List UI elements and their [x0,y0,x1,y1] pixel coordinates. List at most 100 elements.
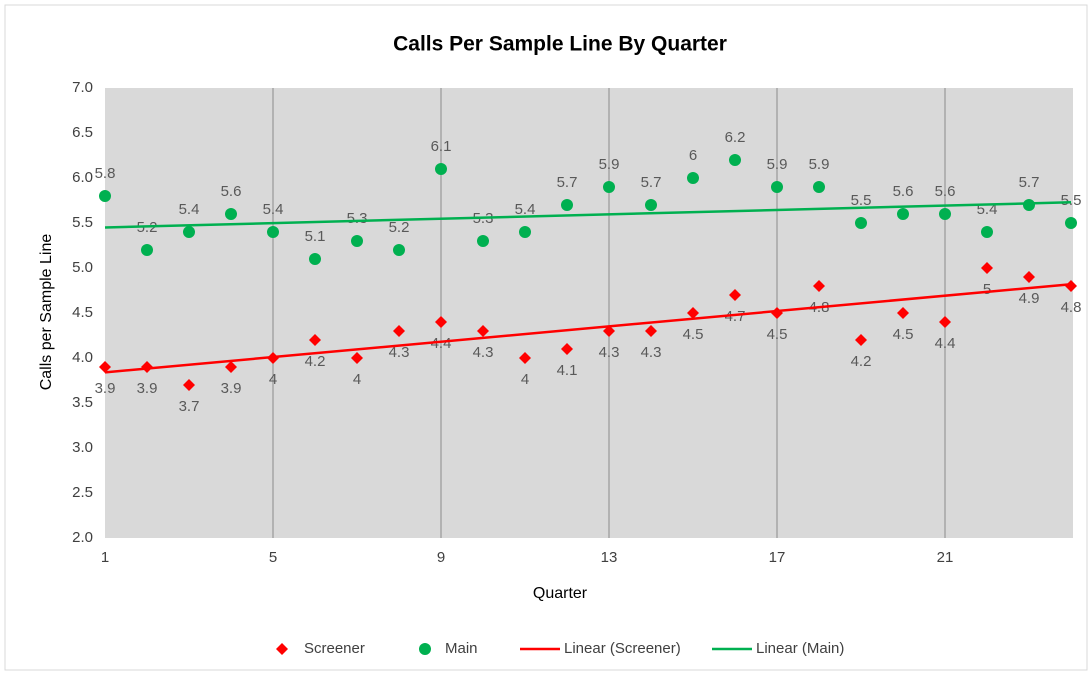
main-point [855,217,867,229]
main-point [141,244,153,256]
screener-point [939,316,951,328]
x-tick-label: 5 [269,549,277,566]
x-tick-label: 21 [937,549,954,566]
main-point [939,208,951,220]
main-point [1065,217,1077,229]
data-label: 4.4 [431,335,452,352]
data-label: 5.6 [893,183,914,200]
data-label: 5.2 [389,219,410,236]
screener-point [393,325,405,337]
data-label: 4 [353,371,361,388]
y-tick-label: 2.0 [72,529,93,546]
screener-point [645,325,657,337]
data-label: 4.3 [473,344,494,361]
data-label: 4.3 [599,344,620,361]
y-tick-label: 2.5 [72,484,93,501]
data-label: 6 [689,147,697,164]
data-label: 4.5 [893,326,914,343]
data-label: 4.5 [767,326,788,343]
main-point [561,199,573,211]
y-tick-label: 5.5 [72,214,93,231]
data-label: 5.3 [347,210,368,227]
screener-point [897,307,909,319]
chart-title: Calls Per Sample Line By Quarter [393,33,727,56]
y-axis-label: Calls per Sample Line [38,234,55,391]
main-point [771,181,783,193]
data-label: 4.5 [683,326,704,343]
data-label: 5.7 [641,174,662,191]
data-label: 6.2 [725,129,746,146]
main-point [519,226,531,238]
data-label: 5.7 [1019,174,1040,191]
screener-point [729,289,741,301]
legend-label: Screener [304,640,365,657]
screener-point [687,307,699,319]
main-point [729,154,741,166]
data-label: 5.6 [935,183,956,200]
data-label: 3.9 [137,380,158,397]
data-label: 4.4 [935,335,956,352]
legend-label: Main [445,640,478,657]
data-label: 5.1 [305,228,326,245]
screener-point [225,361,237,373]
main-point [897,208,909,220]
screener-point [1065,280,1077,292]
main-point [183,226,195,238]
main-point [225,208,237,220]
y-tick-label: 7.0 [72,79,93,96]
screener-point [477,325,489,337]
x-tick-label: 9 [437,549,445,566]
data-label: 3.7 [179,398,200,415]
screener-point [351,352,363,364]
plot-area [105,88,1073,538]
data-label: 5.7 [557,174,578,191]
y-tick-label: 6.5 [72,124,93,141]
data-label: 5.5 [1061,192,1082,209]
main-point [981,226,993,238]
data-label: 5.9 [809,156,830,173]
main-point [393,244,405,256]
data-label: 5.4 [179,201,200,218]
data-label: 4.7 [725,308,746,325]
data-label: 6.1 [431,138,452,155]
data-label: 5.5 [851,192,872,209]
trend-line [104,201,1072,229]
screener-point [603,325,615,337]
data-label: 5.9 [767,156,788,173]
screener-point [561,343,573,355]
y-tick-label: 4.5 [72,304,93,321]
data-label: 4.2 [851,353,872,370]
x-axis-label: Quarter [533,585,588,602]
main-point [1023,199,1035,211]
screener-point [183,379,195,391]
legend-marker [419,643,431,655]
y-tick-label: 3.0 [72,439,93,456]
data-label: 4 [521,371,529,388]
data-label: 4.8 [1061,299,1082,316]
data-label: 4.9 [1019,290,1040,307]
screener-point [1023,271,1035,283]
main-point [687,172,699,184]
legend-label: Linear (Main) [756,640,844,657]
data-label: 4.3 [641,344,662,361]
main-point [99,190,111,202]
data-label: 5.4 [515,201,536,218]
main-point [309,253,321,265]
screener-point [855,334,867,346]
screener-point [813,280,825,292]
y-tick-label: 3.5 [72,394,93,411]
y-tick-label: 5.0 [72,259,93,276]
legend-label: Linear (Screener) [564,640,681,657]
data-label: 5.9 [599,156,620,173]
screener-point [435,316,447,328]
data-label: 5.4 [263,201,284,218]
data-label: 4.3 [389,344,410,361]
data-label: 5 [983,281,991,298]
x-tick-label: 13 [601,549,618,566]
main-point [267,226,279,238]
data-label: 5.8 [95,165,116,182]
main-point [603,181,615,193]
data-label: 4.1 [557,362,578,379]
data-label: 5.6 [221,183,242,200]
screener-point [981,262,993,274]
